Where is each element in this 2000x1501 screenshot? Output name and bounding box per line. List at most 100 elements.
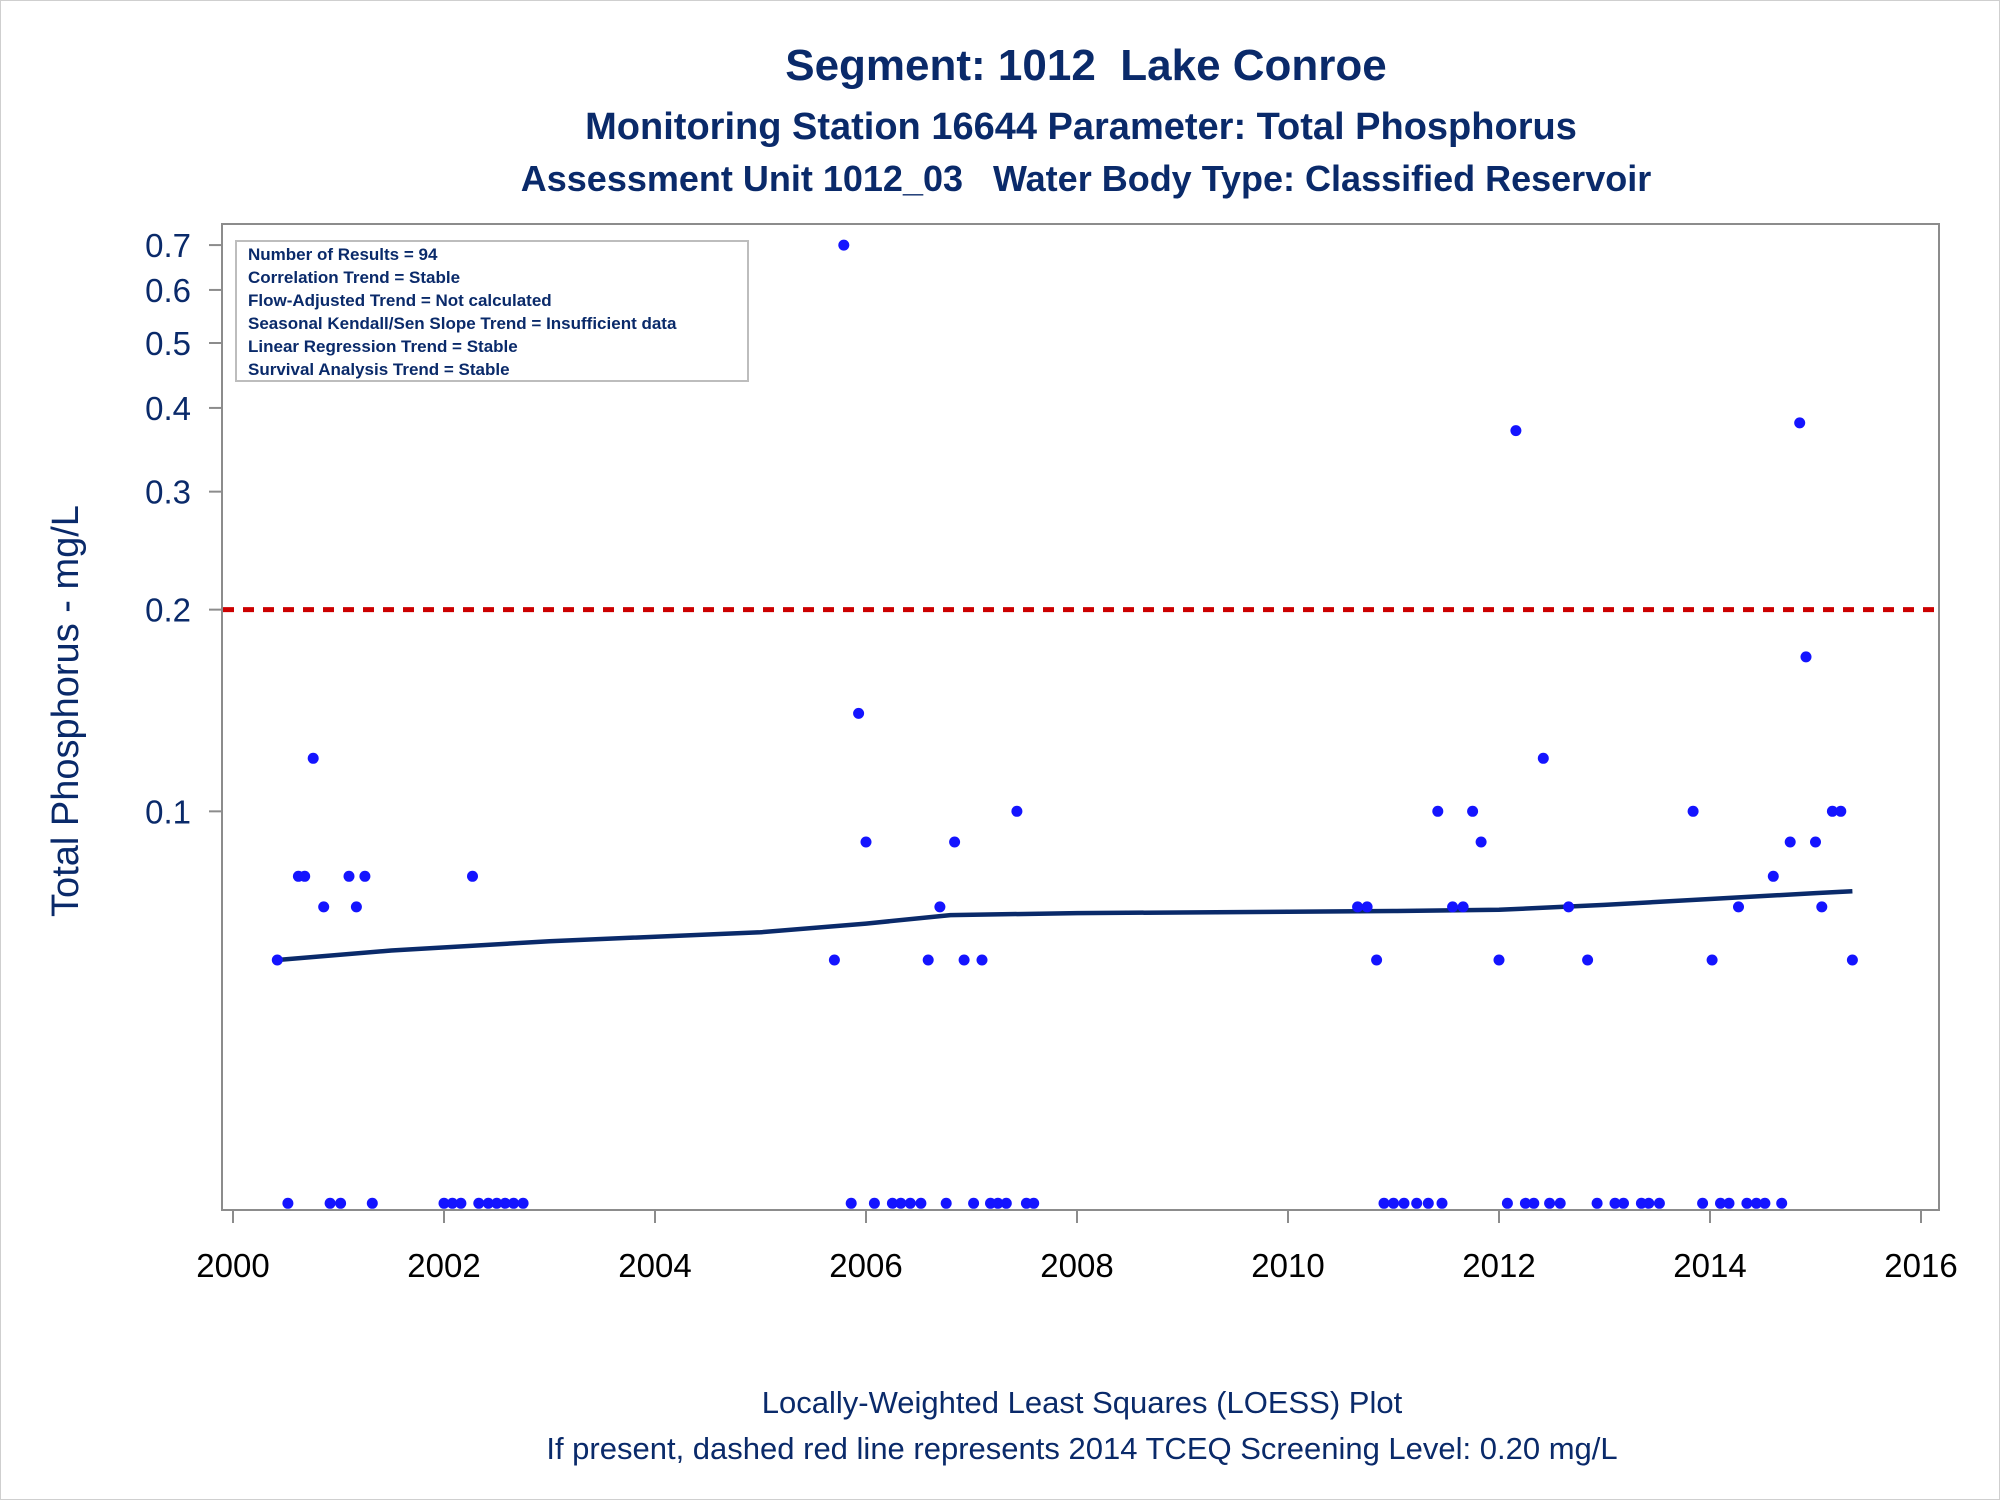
data-point — [1741, 1197, 1753, 1209]
data-point — [976, 954, 988, 966]
stats-line: Correlation Trend = Stable — [248, 268, 460, 287]
data-point — [1493, 954, 1505, 966]
data-point — [1361, 901, 1373, 913]
chart-subtitle-2: Assessment Unit 1012_03 Water Body Type:… — [521, 158, 1651, 199]
data-point — [992, 1197, 1004, 1209]
data-point — [1371, 954, 1383, 966]
data-point — [1750, 1197, 1762, 1209]
data-point — [1759, 1197, 1771, 1209]
data-point — [482, 1197, 494, 1209]
data-point — [1467, 805, 1479, 817]
data-point — [318, 901, 330, 913]
x-tick-label: 2000 — [196, 1247, 269, 1284]
stats-line: Flow-Adjusted Trend = Not calculated — [248, 291, 552, 310]
data-point — [968, 1197, 980, 1209]
data-point — [1715, 1197, 1726, 1209]
data-point — [1800, 651, 1812, 663]
data-point — [1422, 1197, 1434, 1209]
data-point — [1846, 954, 1858, 966]
data-point — [1706, 954, 1718, 966]
data-point — [1352, 901, 1364, 913]
y-axis: 0.1 0.2 0.3 0.4 0.5 0.6 0.7 — [145, 227, 222, 830]
data-point — [299, 870, 311, 882]
data-point — [1816, 901, 1828, 913]
data-point — [1028, 1197, 1040, 1209]
data-point — [895, 1197, 907, 1209]
data-point — [860, 836, 872, 848]
data-point — [359, 870, 371, 882]
footnote-loess: Locally-Weighted Least Squares (LOESS) P… — [762, 1385, 1403, 1420]
stats-box: Number of Results = 94 Correlation Trend… — [235, 240, 749, 382]
data-point — [343, 870, 355, 882]
y-tick-label: 0.1 — [145, 793, 191, 830]
data-point — [1723, 1197, 1735, 1209]
data-point — [491, 1197, 503, 1209]
data-point — [438, 1197, 450, 1209]
data-point — [845, 1197, 857, 1209]
data-point — [1826, 805, 1838, 817]
data-point — [1501, 1197, 1513, 1209]
data-point — [1519, 1197, 1531, 1209]
data-point — [958, 954, 970, 966]
data-point — [1609, 1197, 1621, 1209]
data-point — [1528, 1197, 1540, 1209]
stats-line: Number of Results = 94 — [248, 245, 438, 264]
x-tick-label: 2006 — [829, 1247, 902, 1284]
data-point — [1835, 805, 1847, 817]
x-tick-label: 2014 — [1673, 1247, 1746, 1284]
data-point — [1378, 1197, 1390, 1209]
data-point — [508, 1197, 520, 1209]
data-point — [1411, 1197, 1423, 1209]
data-point — [467, 870, 478, 882]
y-tick-label: 0.3 — [145, 474, 191, 511]
data-point — [1457, 901, 1469, 913]
data-point — [1687, 805, 1699, 817]
data-point — [446, 1197, 458, 1209]
data-point — [1447, 901, 1459, 913]
data-point — [1767, 870, 1779, 882]
data-point — [1794, 417, 1806, 429]
data-point — [1697, 1197, 1709, 1209]
data-point — [922, 954, 934, 966]
data-point — [1011, 805, 1023, 817]
plot-area — [221, 223, 1940, 1211]
x-tick-label: 2010 — [1251, 1247, 1324, 1284]
data-points — [271, 239, 1858, 1209]
data-point — [307, 752, 319, 764]
data-point — [915, 1197, 927, 1209]
data-point — [1784, 836, 1796, 848]
data-point — [1510, 425, 1522, 437]
data-point — [1554, 1197, 1566, 1209]
data-point — [838, 239, 850, 251]
data-point — [1436, 1197, 1448, 1209]
stats-box-frame — [235, 240, 749, 382]
data-point — [1643, 1197, 1655, 1209]
data-point — [1776, 1197, 1788, 1209]
y-tick-label: 0.6 — [145, 272, 191, 309]
stats-line: Survival Analysis Trend = Stable — [248, 360, 510, 379]
data-point — [271, 954, 283, 966]
data-point — [1475, 836, 1487, 848]
data-point — [335, 1197, 347, 1209]
data-point — [366, 1197, 378, 1209]
data-point — [499, 1197, 511, 1209]
data-point — [828, 954, 840, 966]
data-point — [455, 1197, 467, 1209]
loess-curve-group — [277, 888, 1853, 963]
chart-title: Segment: 1012 Lake Conroe — [785, 41, 1387, 90]
x-axis: 2000 2002 2004 2006 2008 2010 2012 2014 2016 — [196, 1210, 1958, 1284]
data-point — [1432, 805, 1444, 817]
data-point — [1398, 1197, 1410, 1209]
y-tick-label: 0.7 — [145, 227, 191, 264]
data-point — [350, 901, 362, 913]
data-point — [853, 707, 865, 719]
x-tick-label: 2004 — [618, 1247, 691, 1284]
data-point — [904, 1197, 916, 1209]
data-point — [1810, 836, 1821, 848]
x-tick-label: 2012 — [1462, 1247, 1535, 1284]
y-tick-label: 0.5 — [145, 325, 191, 362]
data-point — [1000, 1197, 1012, 1209]
chart-subtitle: Monitoring Station 16644 Parameter: Tota… — [585, 106, 1577, 148]
